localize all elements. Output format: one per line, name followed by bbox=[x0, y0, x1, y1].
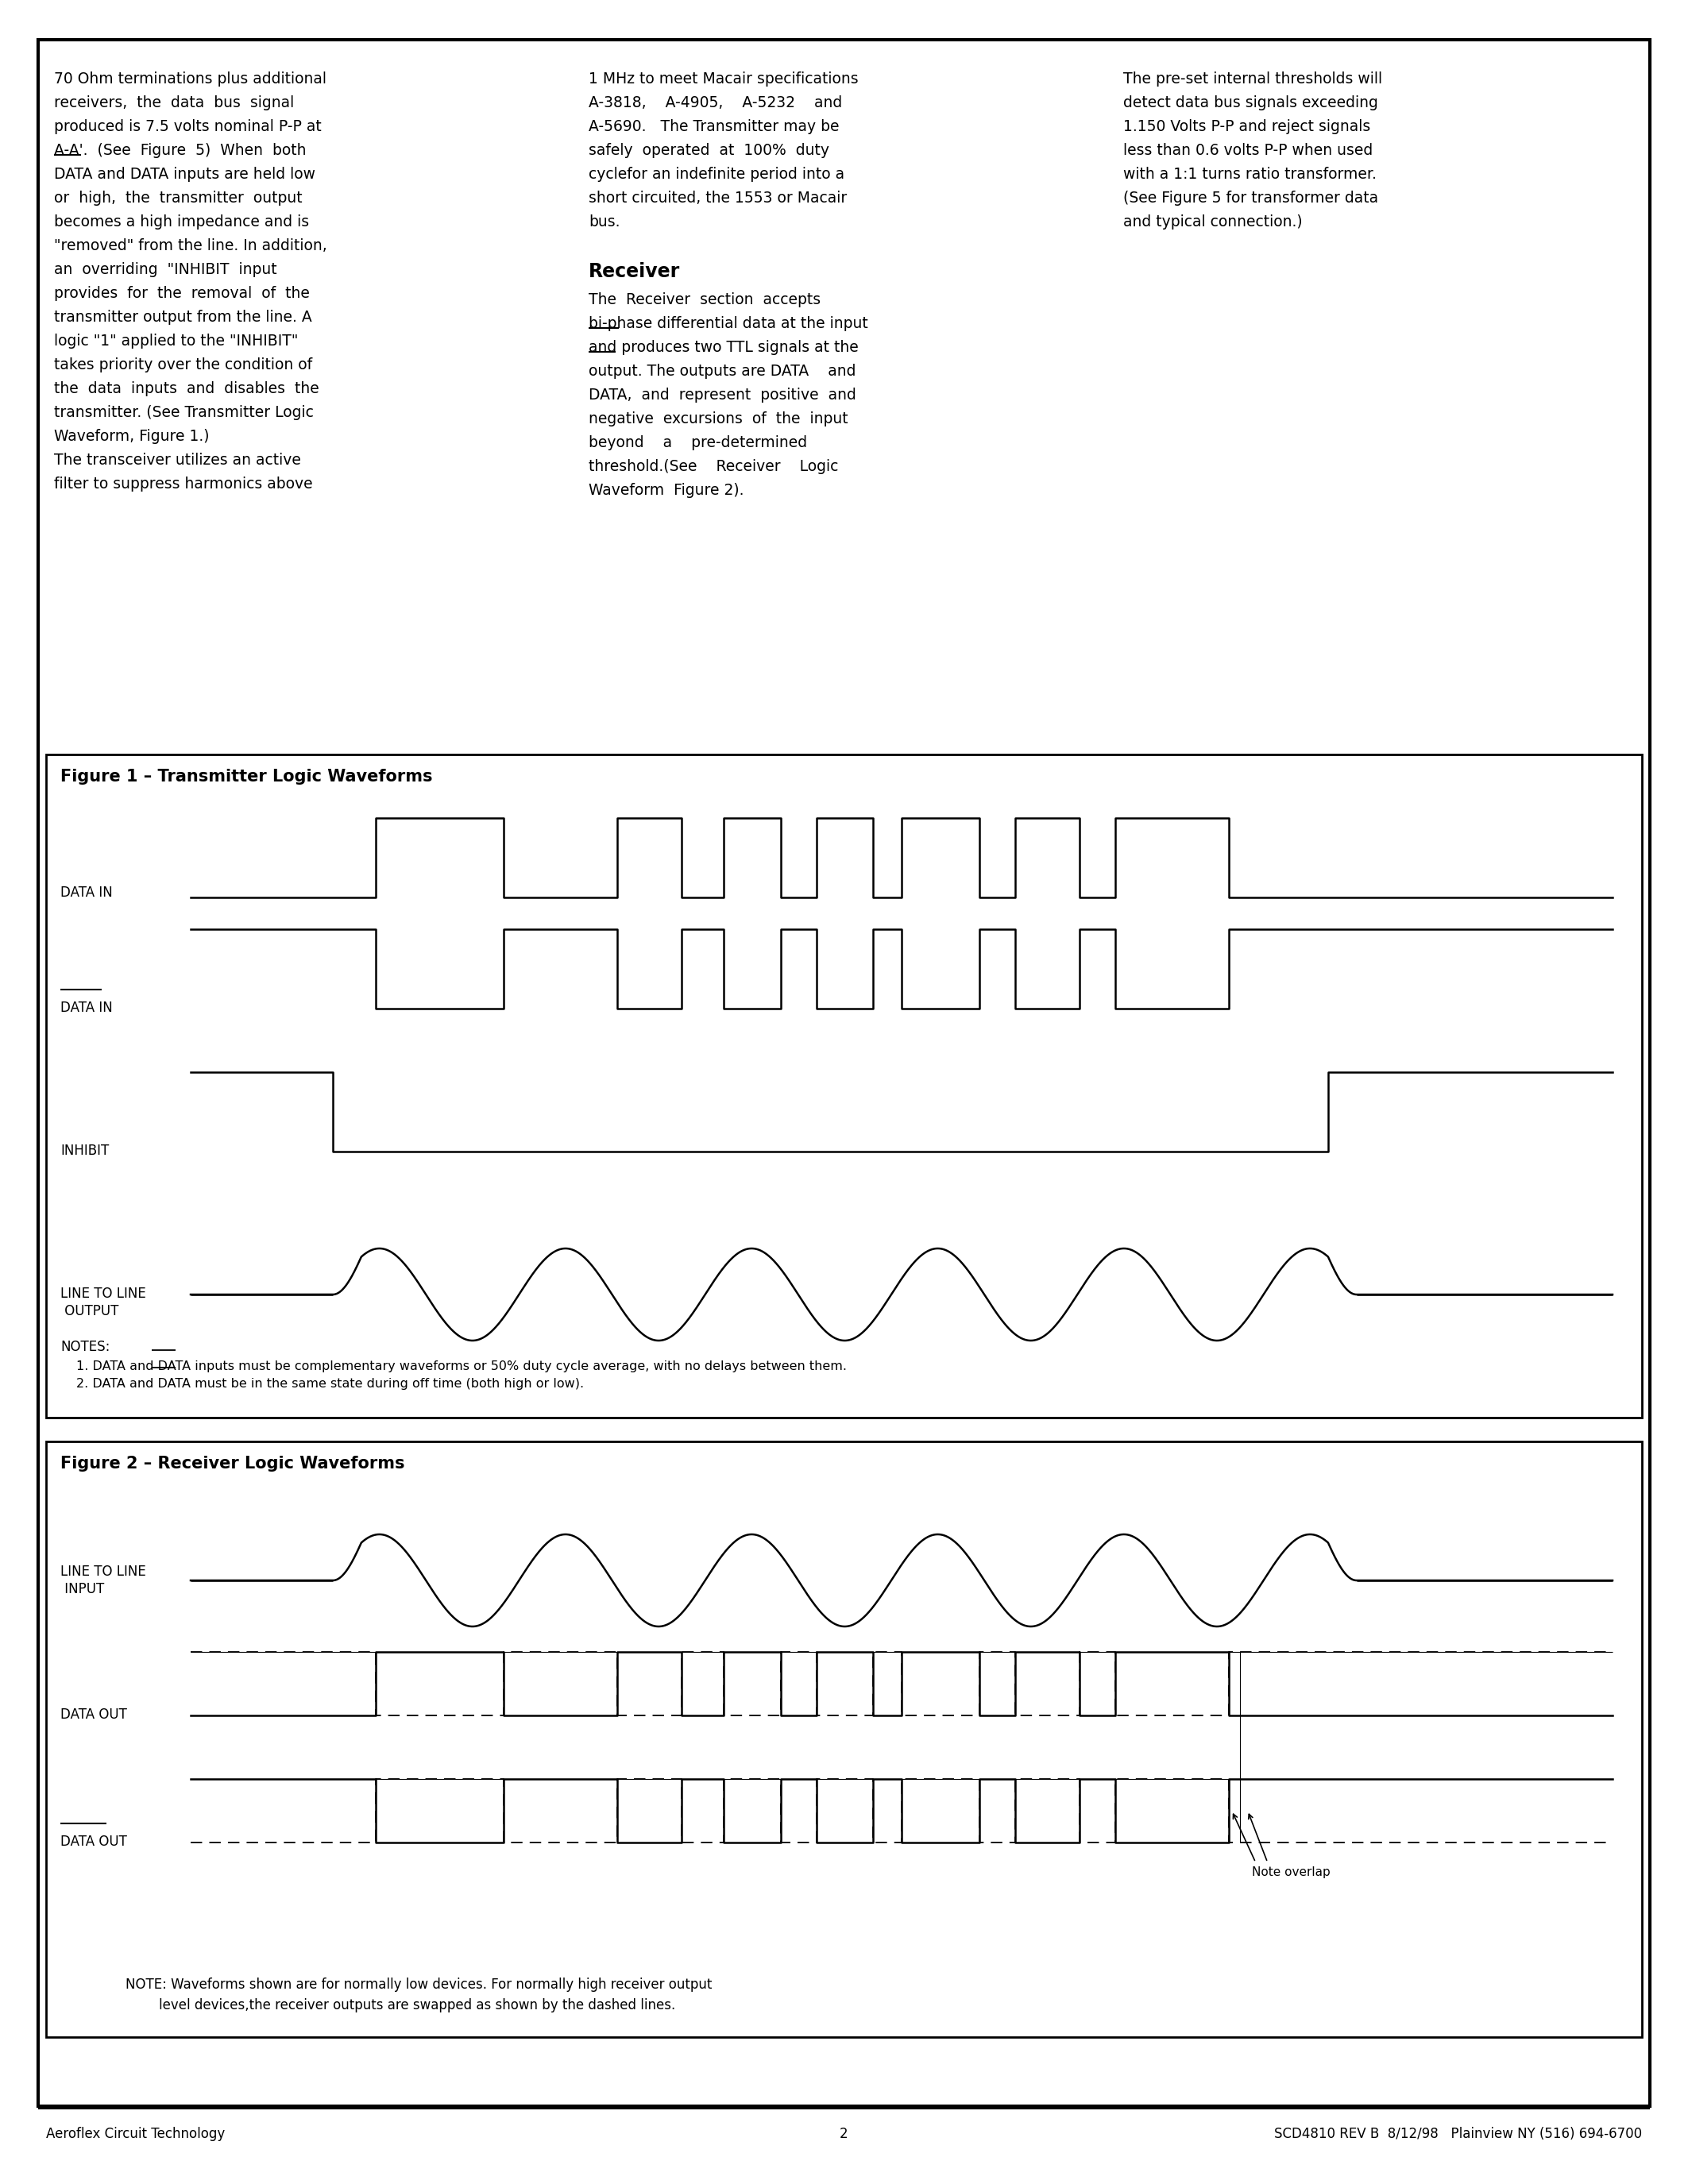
Text: DATA OUT: DATA OUT bbox=[61, 1708, 127, 1721]
Bar bbox=[46, 1441, 1642, 2038]
Text: transmitter output from the line. A: transmitter output from the line. A bbox=[54, 310, 312, 325]
Text: the  data  inputs  and  disables  the: the data inputs and disables the bbox=[54, 382, 319, 395]
Text: provides  for  the  removal  of  the: provides for the removal of the bbox=[54, 286, 309, 301]
Text: LINE TO LINE: LINE TO LINE bbox=[61, 1564, 145, 1579]
Text: transmitter. (See Transmitter Logic: transmitter. (See Transmitter Logic bbox=[54, 404, 314, 419]
Text: threshold.(See    Receiver    Logic: threshold.(See Receiver Logic bbox=[589, 459, 839, 474]
Text: SCD4810 REV B  8/12/98   Plainview NY (516) 694-6700: SCD4810 REV B 8/12/98 Plainview NY (516)… bbox=[1274, 2127, 1642, 2140]
Text: takes priority over the condition of: takes priority over the condition of bbox=[54, 358, 312, 373]
Text: Aeroflex Circuit Technology: Aeroflex Circuit Technology bbox=[46, 2127, 225, 2140]
Text: "removed" from the line. In addition,: "removed" from the line. In addition, bbox=[54, 238, 327, 253]
Text: bus.: bus. bbox=[589, 214, 619, 229]
Text: Figure 1 – Transmitter Logic Waveforms: Figure 1 – Transmitter Logic Waveforms bbox=[61, 769, 432, 784]
Text: OUTPUT: OUTPUT bbox=[61, 1304, 118, 1319]
Text: A-A'.  (See  Figure  5)  When  both: A-A'. (See Figure 5) When both bbox=[54, 142, 306, 157]
Text: DATA and DATA inputs are held low: DATA and DATA inputs are held low bbox=[54, 166, 316, 181]
Text: DATA OUT: DATA OUT bbox=[61, 1835, 127, 1850]
Text: bi-phase differential data at the input: bi-phase differential data at the input bbox=[589, 317, 868, 332]
Text: level devices,the receiver outputs are swapped as shown by the dashed lines.: level devices,the receiver outputs are s… bbox=[125, 1998, 675, 2011]
Text: The transceiver utilizes an active: The transceiver utilizes an active bbox=[54, 452, 300, 467]
Text: 2: 2 bbox=[839, 2127, 847, 2140]
Text: LINE TO LINE: LINE TO LINE bbox=[61, 1286, 145, 1302]
Text: or  high,  the  transmitter  output: or high, the transmitter output bbox=[54, 190, 302, 205]
Text: and produces two TTL signals at the: and produces two TTL signals at the bbox=[589, 341, 859, 356]
Text: receivers,  the  data  bus  signal: receivers, the data bus signal bbox=[54, 96, 294, 111]
Text: produced is 7.5 volts nominal P-P at: produced is 7.5 volts nominal P-P at bbox=[54, 120, 321, 133]
Text: 1. DATA and DATA inputs must be complementary waveforms or 50% duty cycle averag: 1. DATA and DATA inputs must be compleme… bbox=[76, 1361, 847, 1372]
Text: 1.150 Volts P-P and reject signals: 1.150 Volts P-P and reject signals bbox=[1123, 120, 1371, 133]
Text: A-3818,    A-4905,    A-5232    and: A-3818, A-4905, A-5232 and bbox=[589, 96, 842, 111]
Text: with a 1:1 turns ratio transformer.: with a 1:1 turns ratio transformer. bbox=[1123, 166, 1376, 181]
Text: filter to suppress harmonics above: filter to suppress harmonics above bbox=[54, 476, 312, 491]
Text: A-5690.   The Transmitter may be: A-5690. The Transmitter may be bbox=[589, 120, 839, 133]
Bar bbox=[46, 753, 1642, 1417]
Text: (See Figure 5 for transformer data: (See Figure 5 for transformer data bbox=[1123, 190, 1379, 205]
Text: The pre-set internal thresholds will: The pre-set internal thresholds will bbox=[1123, 72, 1382, 87]
Text: safely  operated  at  100%  duty: safely operated at 100% duty bbox=[589, 142, 829, 157]
Text: The  Receiver  section  accepts: The Receiver section accepts bbox=[589, 293, 820, 308]
Text: cyclefor an indefinite period into a: cyclefor an indefinite period into a bbox=[589, 166, 844, 181]
Text: negative  excursions  of  the  input: negative excursions of the input bbox=[589, 411, 847, 426]
Text: detect data bus signals exceeding: detect data bus signals exceeding bbox=[1123, 96, 1377, 111]
Text: DATA IN: DATA IN bbox=[61, 1000, 113, 1016]
Text: 2. DATA and DATA must be in the same state during off time (both high or low).: 2. DATA and DATA must be in the same sta… bbox=[76, 1378, 584, 1389]
Text: and typical connection.): and typical connection.) bbox=[1123, 214, 1303, 229]
Text: DATA IN: DATA IN bbox=[61, 885, 113, 900]
Text: INPUT: INPUT bbox=[61, 1581, 105, 1597]
Text: DATA,  and  represent  positive  and: DATA, and represent positive and bbox=[589, 387, 856, 402]
Text: short circuited, the 1553 or Macair: short circuited, the 1553 or Macair bbox=[589, 190, 847, 205]
Text: NOTES:: NOTES: bbox=[61, 1339, 110, 1354]
Text: becomes a high impedance and is: becomes a high impedance and is bbox=[54, 214, 309, 229]
Text: Receiver: Receiver bbox=[589, 262, 680, 282]
Text: 70 Ohm terminations plus additional: 70 Ohm terminations plus additional bbox=[54, 72, 326, 87]
Text: an  overriding  "INHIBIT  input: an overriding "INHIBIT input bbox=[54, 262, 277, 277]
Text: Figure 2 – Receiver Logic Waveforms: Figure 2 – Receiver Logic Waveforms bbox=[61, 1457, 405, 1472]
Text: Waveform, Figure 1.): Waveform, Figure 1.) bbox=[54, 428, 209, 443]
Text: NOTE: Waveforms shown are for normally low devices. For normally high receiver o: NOTE: Waveforms shown are for normally l… bbox=[125, 1977, 712, 1992]
Text: Note overlap: Note overlap bbox=[1251, 1867, 1330, 1878]
Text: Waveform  Figure 2).: Waveform Figure 2). bbox=[589, 483, 744, 498]
Text: output. The outputs are DATA    and: output. The outputs are DATA and bbox=[589, 365, 856, 378]
Text: beyond    a    pre-determined: beyond a pre-determined bbox=[589, 435, 807, 450]
Text: 1 MHz to meet Macair specifications: 1 MHz to meet Macair specifications bbox=[589, 72, 859, 87]
Text: INHIBIT: INHIBIT bbox=[61, 1144, 110, 1158]
Text: logic "1" applied to the "INHIBIT": logic "1" applied to the "INHIBIT" bbox=[54, 334, 299, 349]
Text: less than 0.6 volts P-P when used: less than 0.6 volts P-P when used bbox=[1123, 142, 1372, 157]
